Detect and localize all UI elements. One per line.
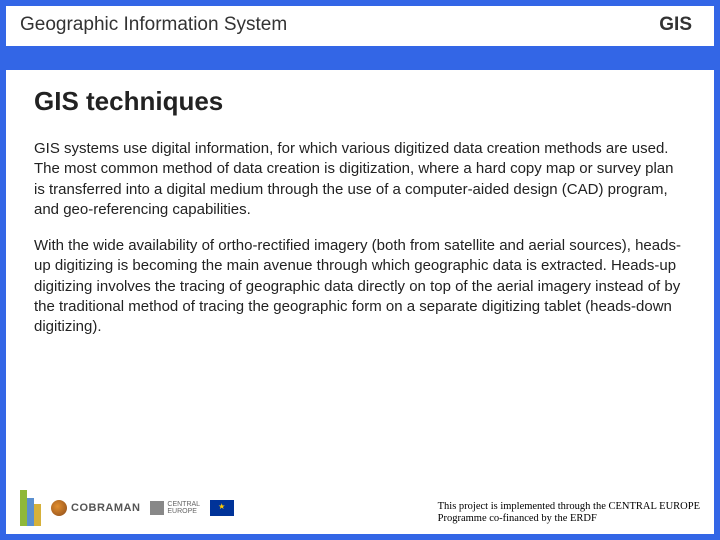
content-area: GIS techniques GIS systems use digital i… [6, 70, 714, 337]
footer-logos: COBRAMAN CENTRALEUROPE [20, 490, 234, 526]
logo-central-europe: CENTRALEUROPE [150, 501, 200, 515]
header-abbrev: GIS [659, 14, 692, 36]
header-title: Geographic Information System [20, 14, 287, 36]
ce-icon [150, 501, 164, 515]
paragraph-2: With the wide availability of ortho-rect… [34, 236, 686, 337]
footer: COBRAMAN CENTRALEUROPE This project is i… [20, 490, 700, 526]
cobraman-text: COBRAMAN [71, 502, 140, 514]
header: Geographic Information System GIS [6, 6, 714, 46]
paragraph-1: GIS systems use digital information, for… [34, 139, 686, 220]
credit-line-1: This project is implemented through the … [438, 501, 700, 514]
slide-inner: Geographic Information System GIS GIS te… [6, 6, 714, 534]
logo-eu-flag-icon [210, 500, 234, 516]
header-divider [6, 46, 714, 70]
logo-cobraman: COBRAMAN [51, 500, 140, 516]
section-title: GIS techniques [34, 86, 686, 117]
credit-line-2: Programme co-financed by the ERDF [438, 513, 700, 526]
logo-u-icon [20, 490, 41, 526]
cobraman-icon [51, 500, 67, 516]
footer-credit: This project is implemented through the … [438, 501, 700, 526]
slide-frame: Geographic Information System GIS GIS te… [0, 0, 720, 540]
